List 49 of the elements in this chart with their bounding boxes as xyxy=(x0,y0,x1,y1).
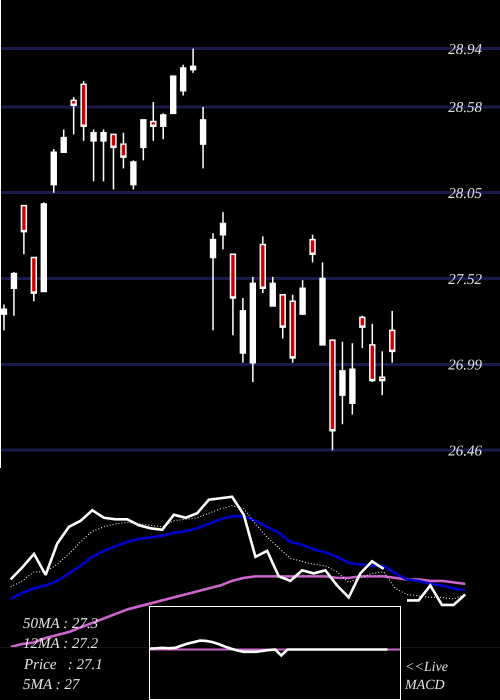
candlestick xyxy=(289,294,296,364)
candlestick xyxy=(280,294,286,340)
candlestick xyxy=(180,64,186,96)
candlestick xyxy=(130,160,137,190)
candlestick xyxy=(110,134,117,190)
y-tick-label: 28.05 xyxy=(448,186,482,202)
candlestick xyxy=(150,101,156,142)
candlestick xyxy=(20,204,28,255)
candlestick xyxy=(70,96,77,136)
candlestick xyxy=(140,119,147,162)
text: 5MA : 27 xyxy=(23,677,81,693)
candlestick xyxy=(379,350,386,396)
candlestick xyxy=(220,211,226,250)
text: Price : 27.1 xyxy=(23,657,103,673)
candlestick xyxy=(349,342,356,416)
candlestick xyxy=(30,256,38,302)
annotation: 12MA : 27.2 xyxy=(23,636,99,652)
candlestick xyxy=(230,253,236,336)
candlestick xyxy=(359,315,366,349)
candlestick xyxy=(309,234,316,264)
y-tick-label: 26.99 xyxy=(448,358,482,374)
candlestick xyxy=(100,128,107,182)
y-tick-label: 28.94 xyxy=(448,42,482,58)
candlestick xyxy=(200,106,206,170)
y-tick-label: 26.46 xyxy=(448,443,482,460)
candlestick xyxy=(80,80,87,142)
candlestick xyxy=(240,297,246,364)
text: <<Live MACD xyxy=(404,660,448,694)
candlestick xyxy=(339,340,346,426)
candlestick xyxy=(40,202,47,292)
candlestick xyxy=(369,323,376,383)
candlestick xyxy=(299,279,306,315)
candlestick xyxy=(60,128,67,153)
candlestick xyxy=(120,132,127,170)
candlestick xyxy=(270,276,276,307)
candlestick xyxy=(170,75,176,114)
candlestick xyxy=(329,339,336,451)
candlestick xyxy=(90,128,97,182)
candlestick xyxy=(160,112,166,140)
candlestick xyxy=(389,310,396,364)
candlestick xyxy=(260,236,266,294)
y-tick-label: 28.58 xyxy=(448,100,482,116)
candlestick xyxy=(190,48,196,74)
candlestick xyxy=(210,232,216,332)
candlestick xyxy=(250,276,256,383)
candlestick xyxy=(319,262,326,346)
candlestick xyxy=(50,148,57,194)
candlestick xyxy=(10,271,18,317)
y-tick-label: 27.52 xyxy=(448,272,482,288)
